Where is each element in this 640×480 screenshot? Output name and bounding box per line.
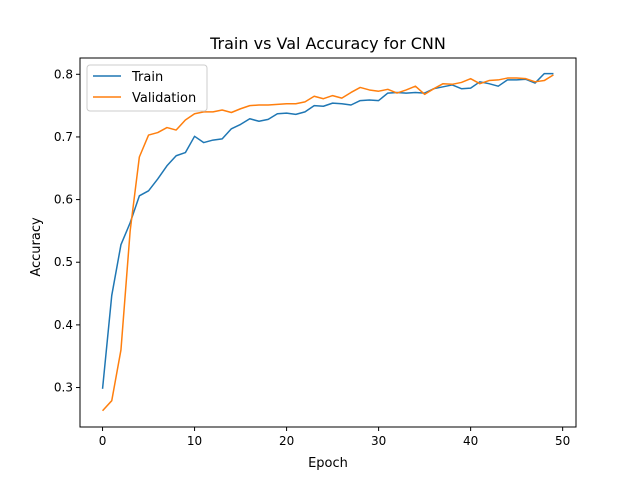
plot-area: 0 10 20 30 40 50 0.3 0.4 0.5 0.6 0.7 0.8 <box>54 57 577 448</box>
x-axis-ticks: 0 10 20 30 40 50 <box>99 427 570 448</box>
axes-frame <box>79 57 577 428</box>
x-axis-label: Epoch <box>308 456 348 471</box>
y-axis-label: Accuracy <box>29 217 44 277</box>
series-layer <box>101 72 554 412</box>
y-tick-label: 0.7 <box>54 130 73 144</box>
x-tick-label: 10 <box>187 434 202 448</box>
x-tick-label: 0 <box>99 434 107 448</box>
x-tick-label: 50 <box>555 434 570 448</box>
y-axis-ticks: 0.3 0.4 0.5 0.6 0.7 0.8 <box>54 67 80 395</box>
y-tick-label: 0.5 <box>54 255 73 269</box>
series-line-validation <box>101 74 554 412</box>
y-tick-label: 0.6 <box>54 193 73 207</box>
y-tick-label: 0.8 <box>54 67 73 81</box>
chart-title: Train vs Val Accuracy for CNN <box>209 34 446 53</box>
y-tick-label: 0.4 <box>54 318 73 332</box>
x-tick-label: 30 <box>371 434 386 448</box>
y-tick-label: 0.3 <box>54 381 73 395</box>
x-tick-label: 40 <box>463 434 478 448</box>
x-tick-label: 20 <box>279 434 294 448</box>
legend: Train Validation <box>86 64 208 112</box>
legend-label-validation: Validation <box>132 91 196 106</box>
legend-label-train: Train <box>131 70 163 85</box>
